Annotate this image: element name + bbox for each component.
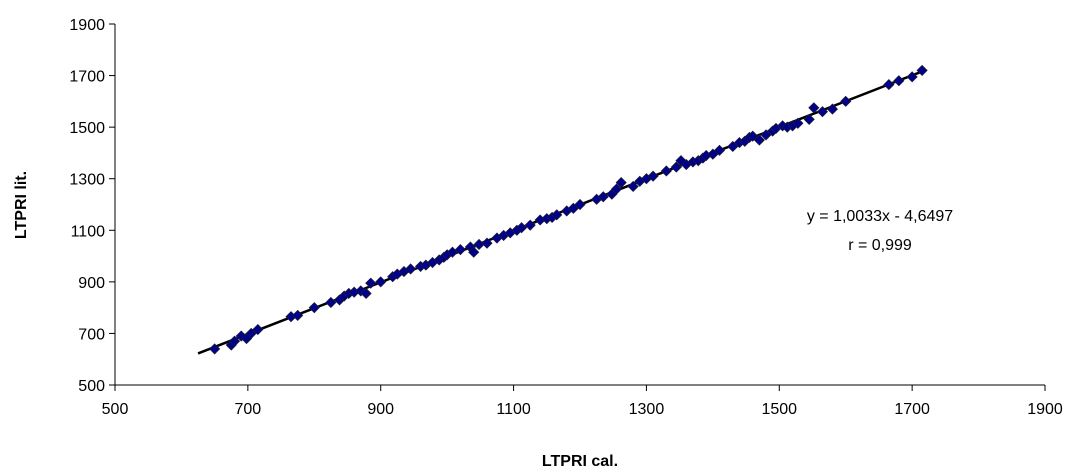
y-tick-label: 900 <box>78 275 105 292</box>
x-tick-label: 700 <box>235 401 262 418</box>
data-point <box>816 106 829 118</box>
data-point <box>292 309 304 321</box>
data-point <box>308 302 320 314</box>
data-point <box>454 244 466 256</box>
data-point <box>808 102 820 114</box>
data-point <box>670 161 682 173</box>
data-point <box>360 287 372 300</box>
y-axis-ticks: 500 700 900 1100 1300 1500 1700 1900 <box>69 17 115 395</box>
trendline <box>197 68 926 355</box>
data-point <box>753 134 765 146</box>
data-point <box>524 219 536 231</box>
data-points <box>209 64 928 355</box>
data-point <box>551 209 563 221</box>
data-point <box>893 75 905 87</box>
correlation-coefficient: r = 0,999 <box>848 237 912 254</box>
x-tick-label: 1300 <box>629 401 665 418</box>
x-tick-label: 1700 <box>894 401 930 418</box>
x-tick-label: 500 <box>102 401 129 418</box>
y-tick-label: 500 <box>78 378 105 395</box>
y-tick-label: 1500 <box>69 120 105 137</box>
data-point <box>468 246 480 258</box>
data-point <box>375 276 387 288</box>
data-point <box>647 170 659 182</box>
data-point <box>515 222 528 234</box>
data-point <box>209 343 221 355</box>
data-point <box>481 237 493 249</box>
data-point <box>916 64 928 76</box>
x-tick-label: 1500 <box>761 401 797 418</box>
data-point <box>610 183 623 195</box>
data-point <box>405 263 417 275</box>
regression-equation: y = 1,0033x - 4,6497 <box>807 208 953 225</box>
x-axis-ticks: 500 700 900 1100 1300 1500 1700 1900 <box>102 385 1063 418</box>
data-point <box>325 296 337 309</box>
data-point <box>365 277 377 289</box>
data-point <box>840 95 852 107</box>
data-point <box>906 71 918 83</box>
x-tick-label: 1900 <box>1027 401 1063 418</box>
data-point <box>660 165 672 177</box>
data-point <box>627 180 639 193</box>
y-tick-label: 1900 <box>69 17 105 34</box>
x-tick-label: 900 <box>367 401 394 418</box>
x-axis-title: LTPRI cal. <box>542 453 618 470</box>
data-point <box>883 79 895 91</box>
data-point <box>597 191 609 203</box>
y-tick-label: 1300 <box>69 172 105 189</box>
data-point <box>713 144 726 156</box>
data-point <box>615 177 627 189</box>
y-tick-label: 1700 <box>69 69 105 86</box>
data-point <box>229 335 241 347</box>
x-tick-label: 1100 <box>496 401 531 418</box>
data-point <box>826 103 838 115</box>
data-point <box>792 117 804 129</box>
y-axis-title: LTPRI lit. <box>13 171 30 239</box>
data-point <box>252 323 264 336</box>
y-tick-label: 700 <box>78 326 105 343</box>
data-point <box>473 238 485 251</box>
data-point <box>803 113 815 125</box>
data-point <box>574 198 586 211</box>
y-tick-label: 1100 <box>71 223 106 240</box>
